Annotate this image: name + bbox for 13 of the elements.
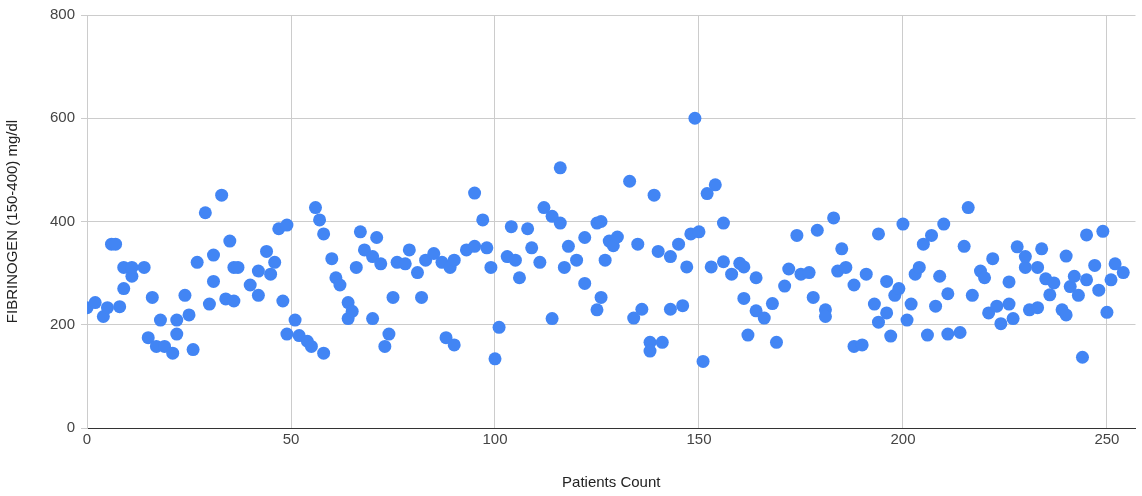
y-tick-label: 800 xyxy=(50,5,76,23)
x-tick-label: 50 xyxy=(282,430,300,448)
x-tick-label: 100 xyxy=(482,430,508,448)
x-tick-label: 0 xyxy=(82,430,92,448)
y-tick-label: 200 xyxy=(50,314,76,332)
x-tick-label: 150 xyxy=(686,430,712,448)
y-tick-label: 400 xyxy=(50,211,76,229)
y-tick-label: 600 xyxy=(50,108,76,126)
x-tick-label: 250 xyxy=(1094,430,1120,448)
x-axis-title: Patients Count xyxy=(562,473,662,491)
y-axis-title: FIBRINOGEN (150-400) mg/dl xyxy=(3,119,21,324)
x-tick-label: 200 xyxy=(890,430,916,448)
y-tick-label: 0 xyxy=(66,418,76,436)
